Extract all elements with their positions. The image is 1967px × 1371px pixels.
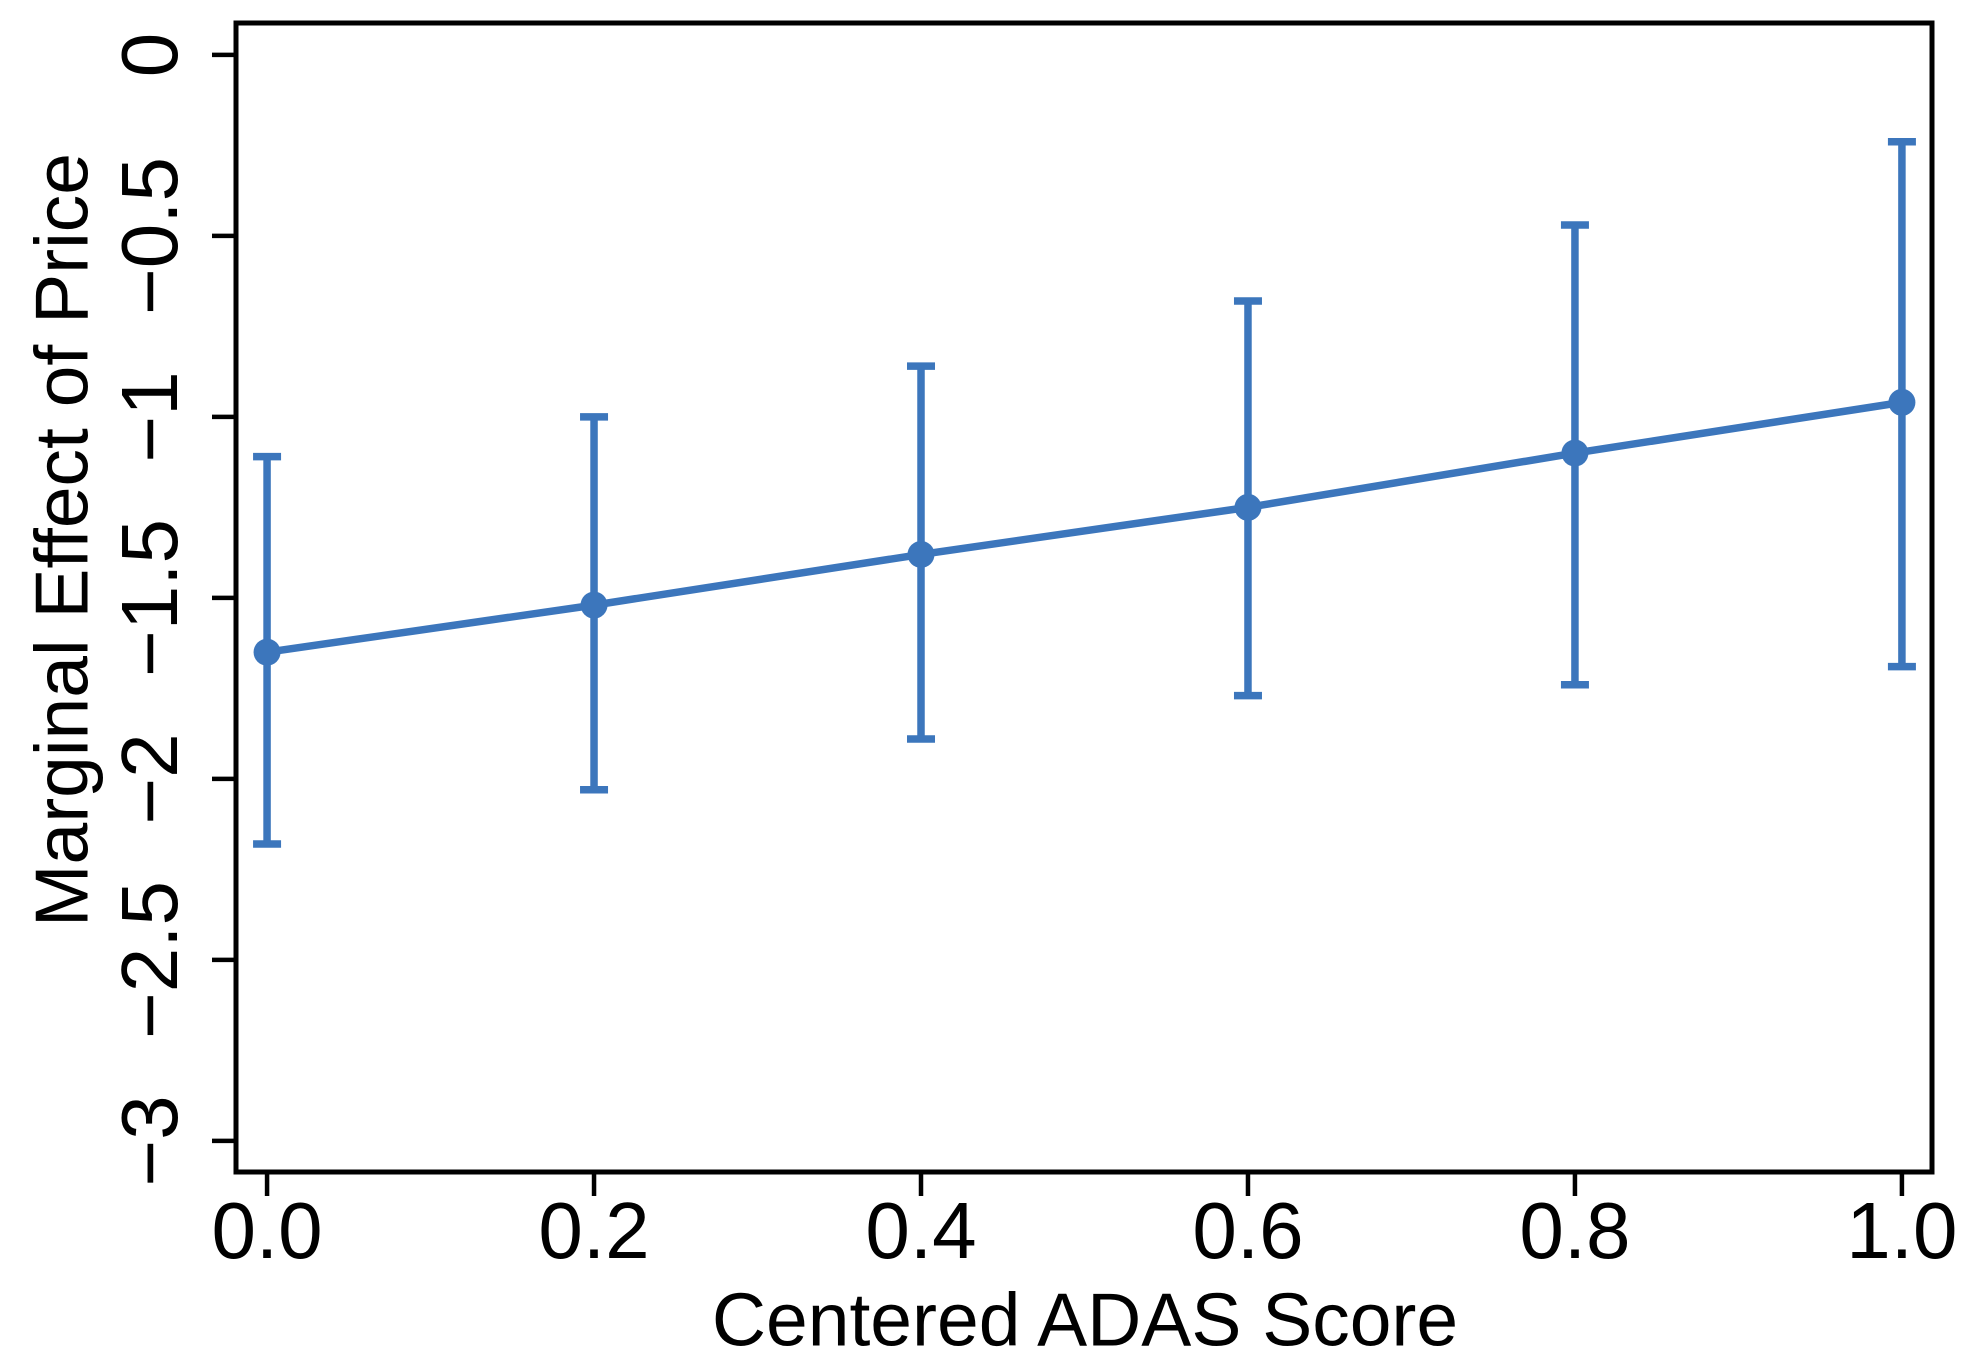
x-tick-label: 0.6 [1192, 1186, 1304, 1275]
y-tick-label: 0 [105, 32, 194, 78]
y-tick-label: −1.5 [105, 518, 194, 677]
y-tick-label: −2 [105, 733, 194, 825]
x-axis-title: Centered ADAS Score [711, 1277, 1459, 1362]
data-point-marker [580, 591, 608, 619]
y-tick-label: −3 [105, 1095, 194, 1187]
x-tick-label: 0.0 [211, 1186, 323, 1275]
x-tick-label: 0.8 [1519, 1186, 1631, 1275]
data-point-marker [1888, 388, 1916, 416]
data-point-marker [253, 638, 281, 666]
y-axis-title: Marginal Effect of Price [19, 153, 104, 927]
data-point-marker [907, 540, 935, 568]
x-tick-label: 0.2 [538, 1186, 650, 1275]
x-tick-label: 1.0 [1846, 1186, 1958, 1275]
plot-frame [233, 20, 1935, 1175]
y-tick-label: −1 [105, 371, 194, 463]
data-point-marker [1561, 439, 1589, 467]
data-point-marker [1234, 493, 1262, 521]
x-tick-label: 0.4 [865, 1186, 977, 1275]
trend-line [266, 398, 1903, 656]
y-tick-label: −0.5 [105, 156, 194, 315]
y-tick-label: −2.5 [105, 880, 194, 1039]
